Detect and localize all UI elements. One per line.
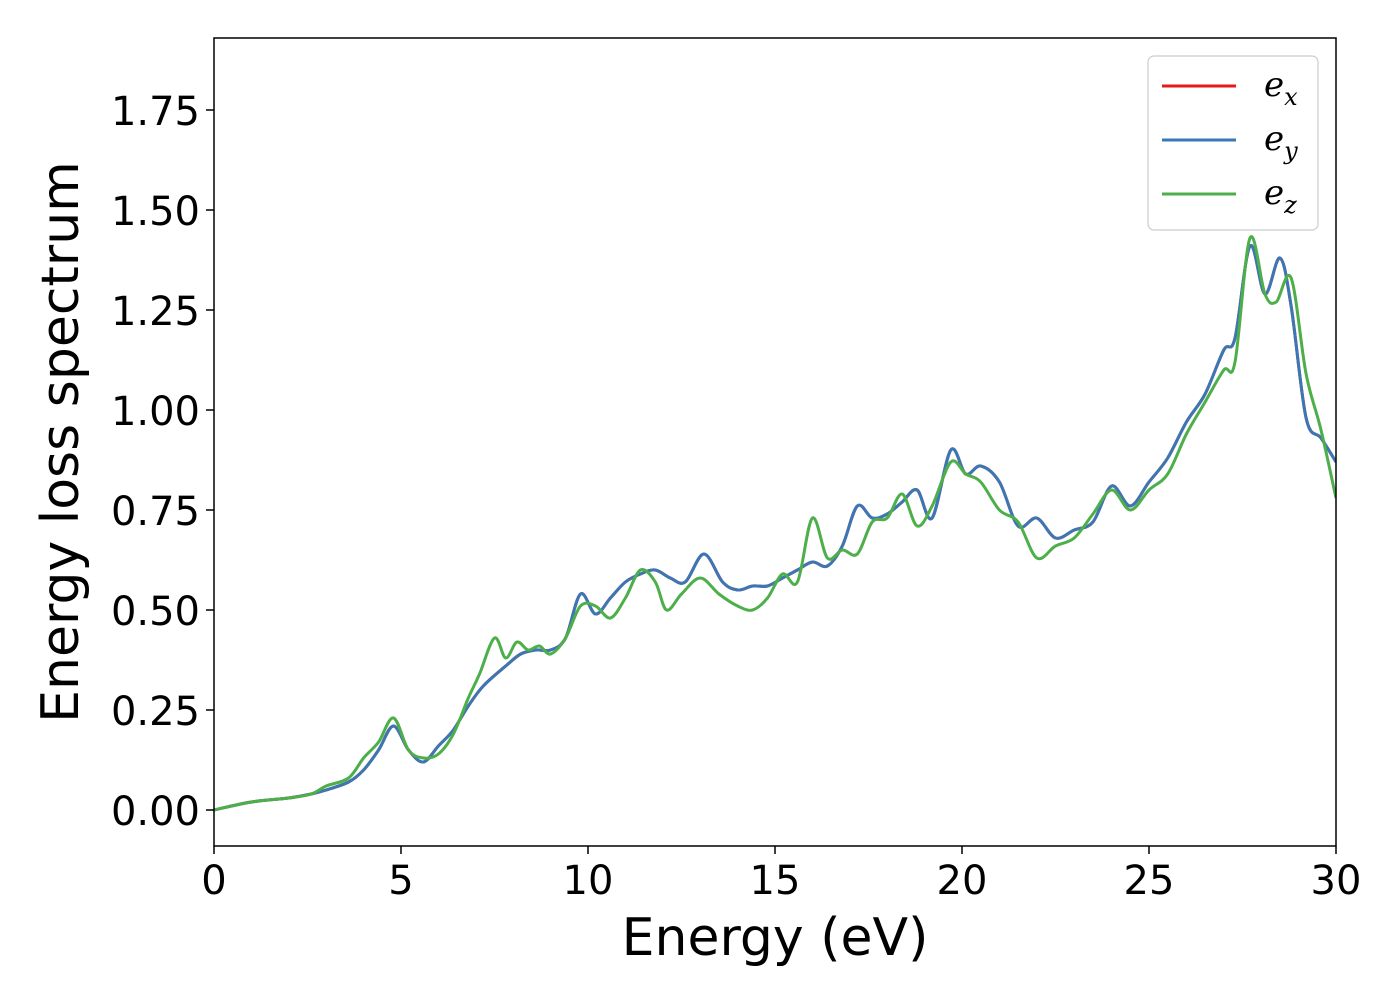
legend-label-ex: ex [1264,65,1298,111]
x-tick-label: 25 [1124,858,1175,904]
x-tick-label: 20 [937,858,988,904]
y-tick-label: 1.75 [111,89,200,135]
x-tick-label: 0 [201,858,226,904]
x-tick-label: 10 [563,858,614,904]
x-tick-label: 5 [388,858,413,904]
y-tick-label: 0.00 [111,789,200,835]
legend-label-ez: ez [1264,173,1297,219]
x-axis-label: Energy (eV) [622,908,929,968]
y-tick-label: 1.00 [111,389,200,435]
plot-lines [214,235,1336,812]
x-tick-label: 15 [750,858,801,904]
series-line-ey [214,244,1336,812]
legend-box [1147,55,1319,231]
series-line-ex [214,244,1336,812]
legend: ex ey ez [1147,55,1319,231]
series-line-ez [214,235,1336,812]
y-axis-label: Energy loss spectrum [31,161,91,723]
x-tick-label: 30 [1311,858,1362,904]
y-tick-label: 0.25 [111,689,200,735]
y-axis-ticks: 0.00 0.25 0.50 0.75 1.00 1.25 1.50 1.75 [111,89,214,835]
y-tick-label: 0.50 [111,589,200,635]
x-axis-ticks: 0 5 10 15 20 25 30 [201,846,1361,904]
legend-label-ey: ey [1264,119,1298,165]
y-tick-label: 0.75 [111,489,200,535]
y-tick-label: 1.50 [111,189,200,235]
y-tick-label: 1.25 [111,289,200,335]
